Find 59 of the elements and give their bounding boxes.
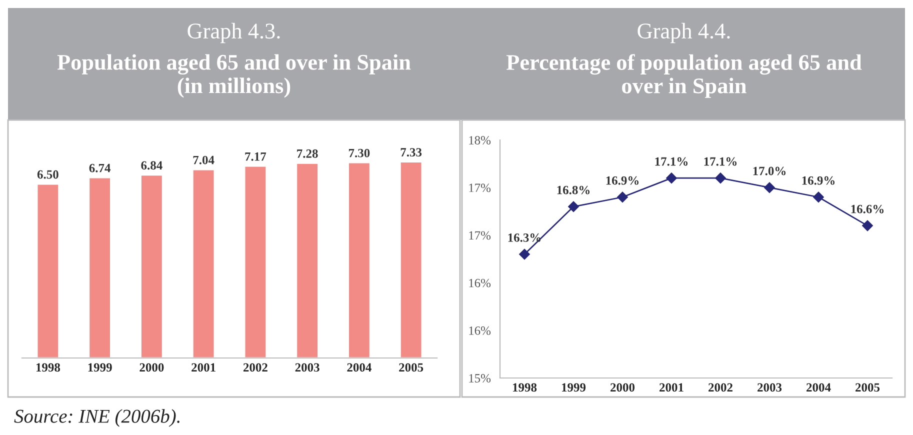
chart-title: Graph 4.3. bbox=[188, 22, 280, 44]
x-tick-label: 2000 bbox=[610, 383, 635, 392]
text: 16.8% bbox=[557, 186, 590, 194]
bar bbox=[244, 165, 268, 358]
bar bbox=[140, 174, 164, 358]
bar bbox=[296, 162, 319, 358]
point bbox=[862, 220, 873, 232]
text: 16.9% bbox=[606, 176, 639, 185]
y-tick-label: 16% bbox=[469, 326, 491, 335]
text: 16.3% bbox=[508, 233, 541, 242]
text: 17.1% bbox=[704, 157, 737, 166]
chart-subtitle: Percentage of population aged 65 and over in Spain bbox=[506, 54, 862, 98]
x-tick-label: 2001 bbox=[660, 383, 684, 392]
y-tick-label: 17% bbox=[469, 231, 491, 240]
x-tick-label: 2004 bbox=[806, 383, 831, 392]
x-tick-label: 2004 bbox=[347, 363, 372, 372]
data-label: 6.50 bbox=[37, 170, 58, 179]
data-label: 7.04 bbox=[193, 156, 214, 164]
point bbox=[764, 182, 775, 194]
x-tick-label: 1999 bbox=[562, 383, 586, 392]
x-tick-label: 2001 bbox=[192, 363, 216, 372]
x-tick-label: 2000 bbox=[140, 363, 164, 372]
bar bbox=[88, 176, 112, 358]
x-tick-label: 2005 bbox=[399, 363, 424, 372]
x-tick-label: 1998 bbox=[36, 363, 60, 372]
point bbox=[519, 248, 530, 260]
x-tick-label: 2005 bbox=[856, 383, 880, 392]
x-tick-label: 2002 bbox=[708, 383, 732, 392]
x-tick-label: 2003 bbox=[758, 383, 782, 392]
data-label: 7.30 bbox=[348, 148, 370, 158]
data-label: 7.28 bbox=[297, 149, 318, 158]
data-label: 7.17 bbox=[245, 152, 266, 161]
text: 16.9% bbox=[802, 176, 835, 185]
chart-subtitle: Population aged 65 and over in Spain (in millions) bbox=[57, 54, 411, 98]
x-tick-label: 2003 bbox=[295, 363, 320, 372]
source-note: Source: INE (2006b). bbox=[14, 409, 180, 427]
y-tick-label: 16% bbox=[469, 278, 491, 288]
y-tick-label: 17% bbox=[469, 184, 491, 192]
y-tick-label: 15% bbox=[469, 374, 491, 382]
text: 17.1% bbox=[655, 157, 688, 166]
data-label: 6.84 bbox=[141, 161, 162, 170]
bar bbox=[399, 161, 423, 358]
y-tick-label: 18% bbox=[469, 136, 491, 144]
x-tick-label: 1999 bbox=[88, 363, 112, 372]
data-label: 7.33 bbox=[400, 148, 422, 157]
chart-title: Graph 4.4. bbox=[638, 22, 730, 44]
x-tick-label: 2002 bbox=[243, 363, 268, 372]
text: 17.0% bbox=[753, 166, 786, 176]
data-label: 6.74 bbox=[89, 164, 111, 172]
bar bbox=[192, 168, 216, 358]
bar bbox=[348, 162, 371, 358]
text: 16.6% bbox=[851, 204, 884, 214]
bar bbox=[36, 183, 60, 358]
point bbox=[715, 172, 726, 184]
x-tick-label: 1998 bbox=[513, 383, 537, 392]
point bbox=[568, 201, 579, 212]
point bbox=[617, 192, 628, 203]
point bbox=[666, 172, 677, 184]
point bbox=[813, 192, 824, 203]
